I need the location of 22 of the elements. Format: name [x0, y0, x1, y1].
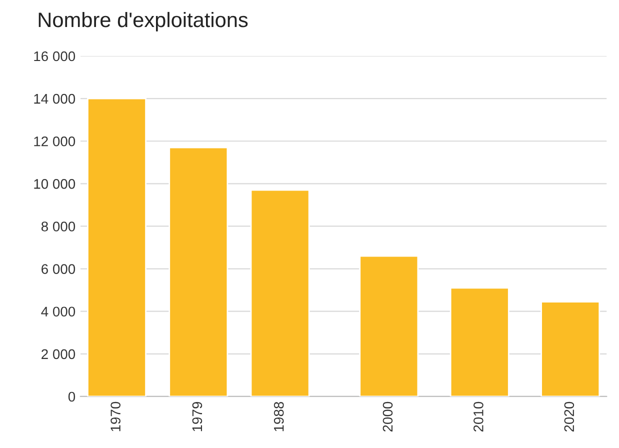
bar: [250, 189, 310, 396]
y-tick-label: 10 000: [34, 179, 76, 189]
x-tick-label: 1988: [274, 402, 284, 432]
y-tick-label: 12 000: [34, 136, 76, 146]
y-tick-label: 4 000: [41, 306, 76, 317]
chart-title: Nombre d'exploitations: [38, 12, 248, 32]
bar: [450, 287, 510, 396]
x-tick-label: 2000: [382, 402, 393, 432]
x-tick-label: 2010: [474, 402, 484, 432]
x-tick-label: 1970: [110, 402, 120, 432]
y-tick-label: 14 000: [34, 94, 76, 104]
y-tick-label: 16 000: [34, 51, 76, 62]
bar: [359, 255, 419, 396]
x-tick-label: 2020: [564, 402, 574, 432]
y-tick-label: 8 000: [41, 222, 76, 232]
y-tick-label: 0: [68, 392, 76, 402]
x-tick-label: 1979: [192, 402, 202, 432]
bar: [87, 98, 146, 396]
bar: [540, 301, 600, 396]
bar: [168, 146, 228, 396]
y-tick-label: 2 000: [42, 349, 76, 360]
y-tick-label: 6 000: [42, 264, 76, 274]
